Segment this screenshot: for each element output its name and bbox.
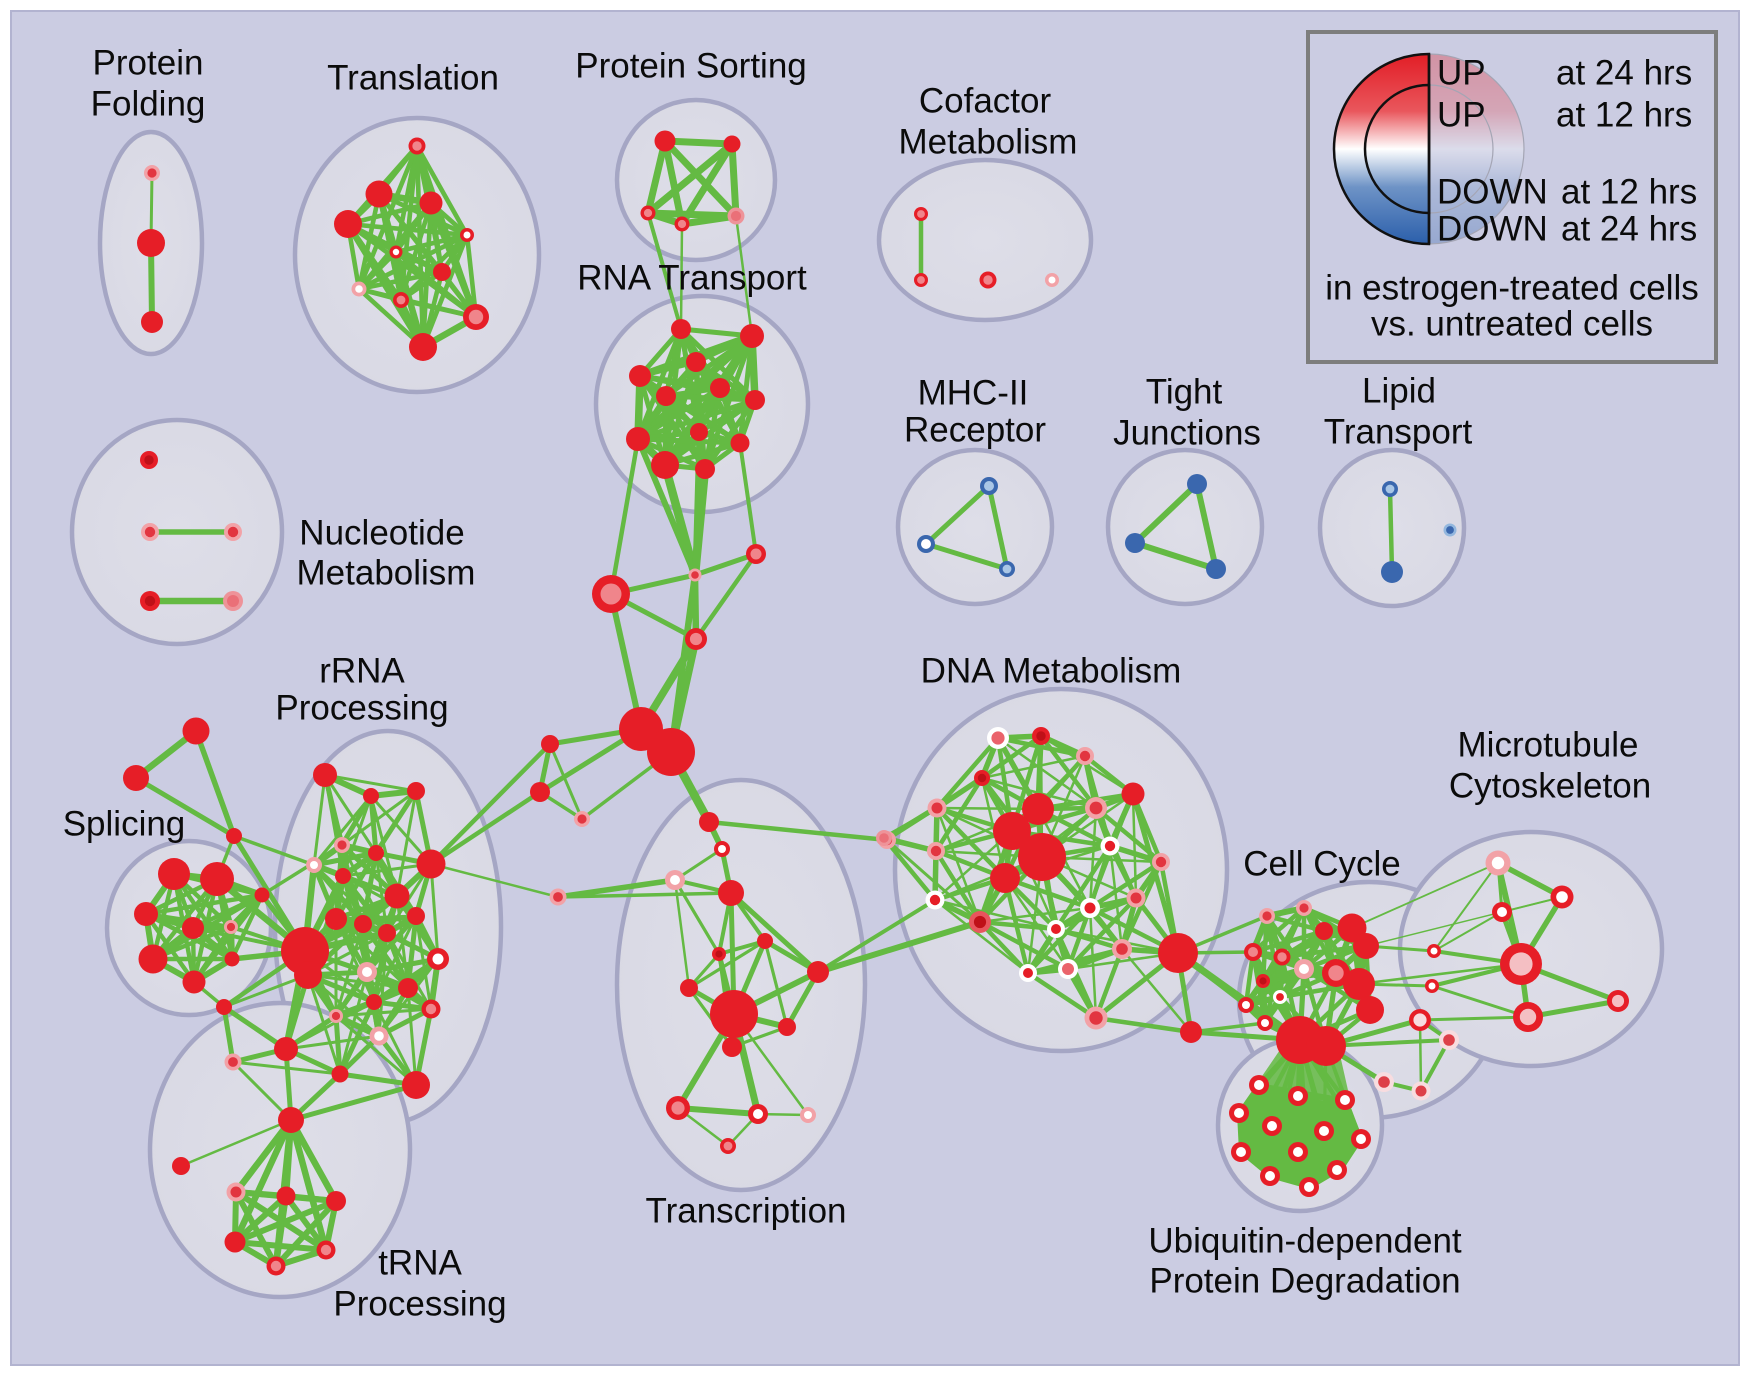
svg-text:DOWN: DOWN: [1437, 173, 1548, 212]
svg-text:Cytoskeleton: Cytoskeleton: [1449, 767, 1651, 806]
svg-text:Folding: Folding: [91, 85, 206, 124]
svg-text:Junctions: Junctions: [1113, 414, 1261, 453]
svg-text:Lipid: Lipid: [1362, 372, 1436, 411]
svg-text:MHC-II: MHC-II: [918, 374, 1029, 413]
svg-text:Ubiquitin-dependent: Ubiquitin-dependent: [1148, 1222, 1462, 1261]
svg-text:Cell Cycle: Cell Cycle: [1243, 845, 1401, 884]
svg-text:Transcription: Transcription: [646, 1192, 847, 1231]
svg-text:vs. untreated cells: vs. untreated cells: [1371, 305, 1653, 344]
svg-text:Receptor: Receptor: [904, 411, 1046, 450]
svg-text:Protein Sorting: Protein Sorting: [575, 47, 807, 86]
svg-text:Protein Degradation: Protein Degradation: [1149, 1262, 1460, 1301]
svg-text:tRNA: tRNA: [378, 1244, 462, 1283]
svg-text:Translation: Translation: [327, 59, 499, 98]
svg-text:at 12 hrs: at 12 hrs: [1556, 96, 1692, 135]
svg-text:Processing: Processing: [275, 689, 448, 728]
svg-text:Splicing: Splicing: [63, 805, 186, 844]
svg-text:Transport: Transport: [1324, 413, 1473, 452]
svg-text:DNA Metabolism: DNA Metabolism: [921, 652, 1182, 691]
svg-text:in estrogen-treated cells: in estrogen-treated cells: [1325, 269, 1699, 308]
svg-text:RNA Transport: RNA Transport: [577, 259, 807, 298]
svg-text:Cofactor: Cofactor: [919, 82, 1052, 121]
svg-text:at 12 hrs: at 12 hrs: [1561, 173, 1697, 212]
svg-text:Microtubule: Microtubule: [1458, 726, 1639, 765]
svg-text:Metabolism: Metabolism: [297, 554, 476, 593]
svg-text:UP: UP: [1437, 96, 1486, 135]
svg-text:Nucleotide: Nucleotide: [299, 514, 464, 553]
svg-text:UP: UP: [1437, 54, 1486, 93]
svg-text:at 24 hrs: at 24 hrs: [1561, 210, 1697, 249]
svg-text:at 24 hrs: at 24 hrs: [1556, 54, 1692, 93]
svg-text:Tight: Tight: [1146, 373, 1223, 412]
svg-text:Processing: Processing: [333, 1285, 506, 1324]
svg-text:DOWN: DOWN: [1437, 210, 1548, 249]
svg-text:Protein: Protein: [93, 44, 204, 83]
svg-text:Metabolism: Metabolism: [899, 123, 1078, 162]
svg-text:rRNA: rRNA: [319, 652, 405, 691]
